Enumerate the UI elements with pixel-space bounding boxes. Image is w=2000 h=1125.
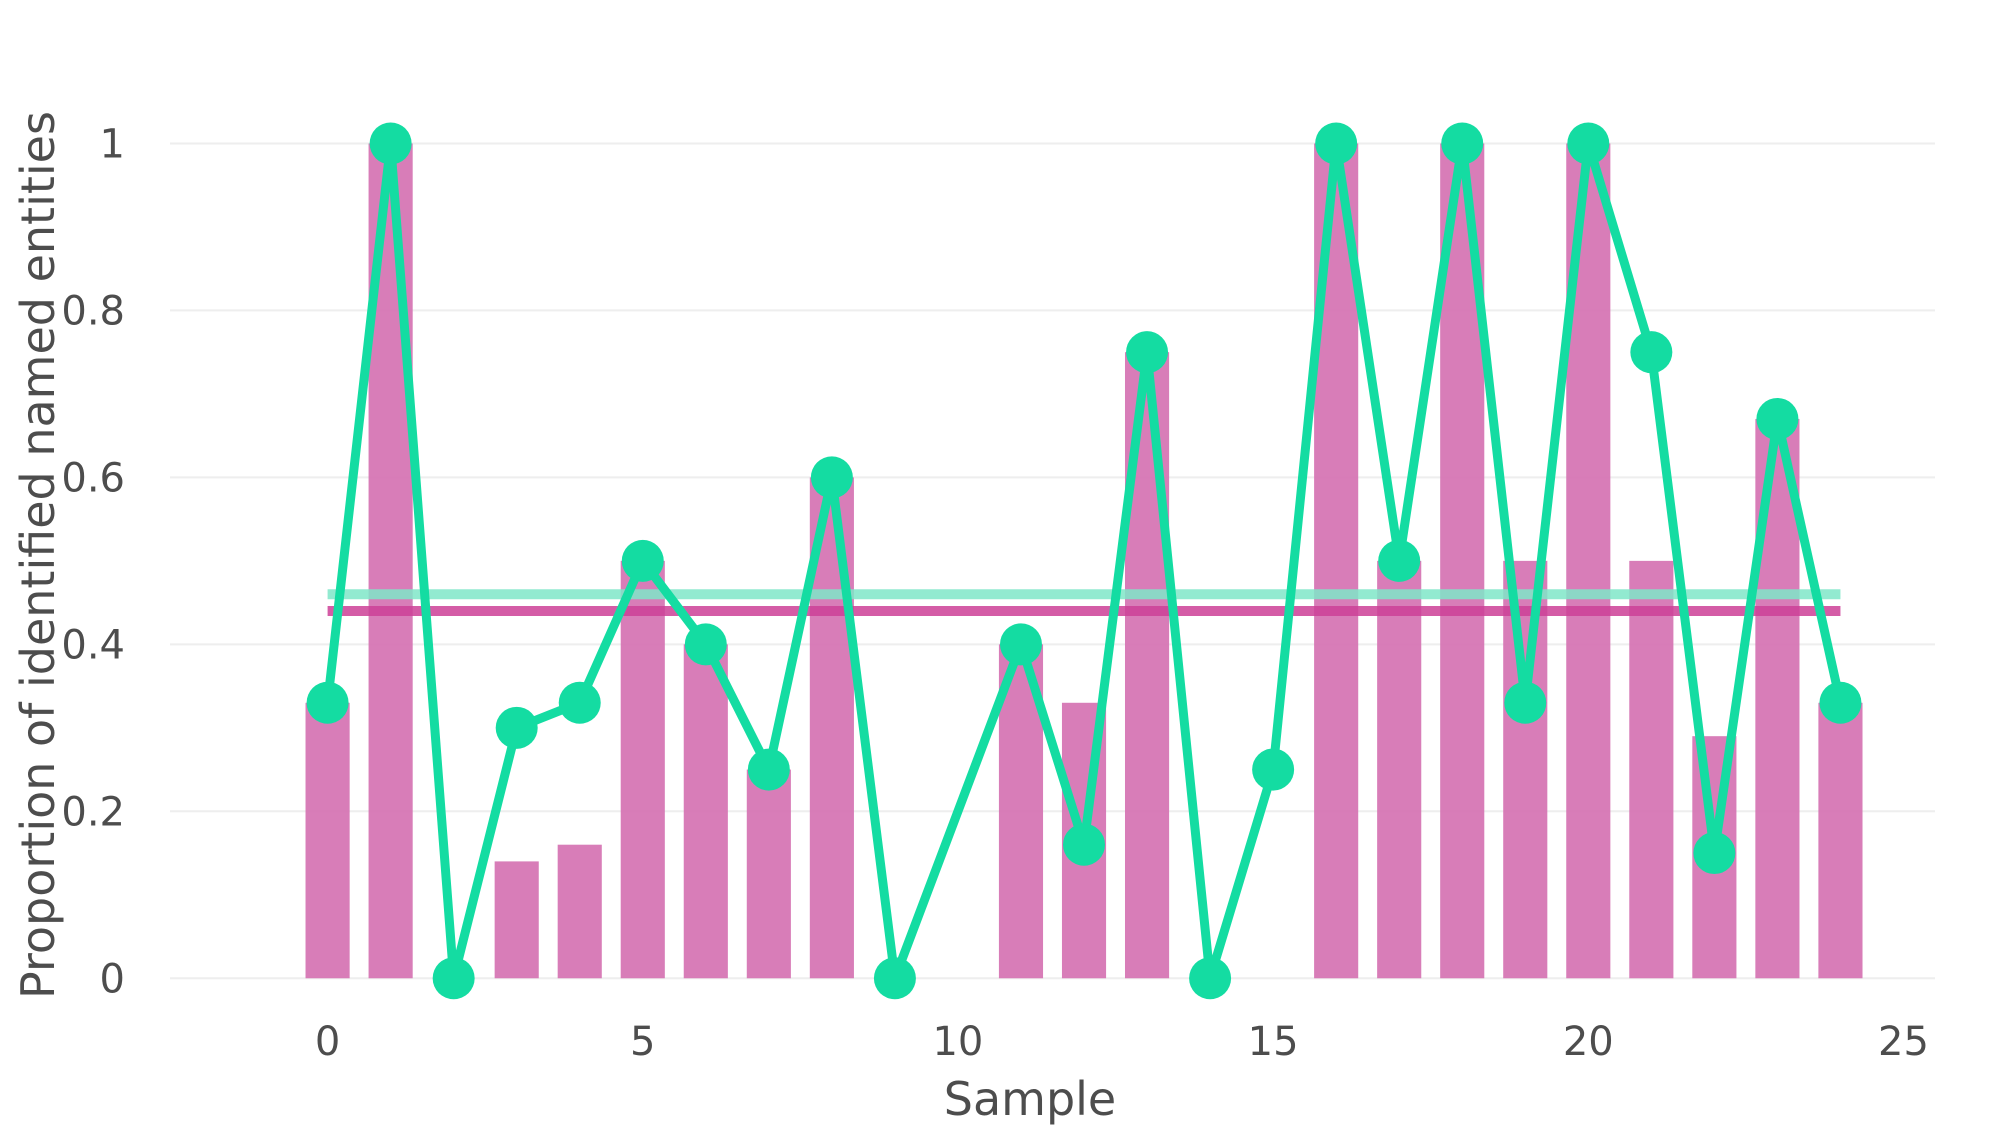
- bar: [1629, 560, 1674, 979]
- data-point: [621, 539, 664, 582]
- bar: [620, 560, 665, 979]
- data-point: [684, 623, 727, 666]
- x-tick-label: 0: [315, 1019, 340, 1065]
- x-tick-label: 15: [1248, 1019, 1299, 1065]
- y-tick-label: 1: [100, 121, 125, 167]
- data-point: [1441, 122, 1484, 165]
- x-tick-label: 25: [1878, 1019, 1929, 1065]
- bar: [494, 861, 539, 979]
- bar: [1377, 560, 1422, 979]
- y-tick-label: 0.4: [61, 622, 125, 668]
- data-point: [1630, 331, 1673, 374]
- line-points: [306, 122, 1862, 1000]
- data-point: [1189, 957, 1232, 1000]
- bar: [1818, 702, 1863, 979]
- data-point: [558, 681, 601, 724]
- data-point: [1063, 823, 1106, 866]
- x-axis-ticks: 0 5 10 15 20 25: [315, 1019, 1929, 1065]
- y-tick-label: 0.2: [61, 789, 125, 835]
- bar: [305, 702, 350, 979]
- y-tick-label: 0.8: [61, 288, 125, 334]
- data-point: [495, 706, 538, 749]
- data-point: [810, 456, 853, 499]
- data-point: [1252, 748, 1295, 791]
- y-axis-title: Proportion of identified named entities: [11, 111, 65, 999]
- data-point: [1567, 122, 1610, 165]
- y-axis-ticks: 0 0.2 0.4 0.6 0.8 1: [61, 121, 125, 1002]
- bar: [557, 844, 602, 979]
- bar: [683, 644, 728, 979]
- x-axis-title: Sample: [944, 1072, 1116, 1125]
- data-point: [1504, 681, 1547, 724]
- data-point: [306, 681, 349, 724]
- bar: [1503, 560, 1548, 979]
- data-point: [1693, 832, 1736, 875]
- data-point: [873, 957, 916, 1000]
- bar: [746, 769, 791, 979]
- y-tick-label: 0.6: [61, 455, 125, 501]
- data-point: [1378, 539, 1421, 582]
- data-point: [1126, 331, 1169, 374]
- x-tick-label: 5: [630, 1019, 655, 1065]
- data-point: [999, 623, 1042, 666]
- data-point: [1819, 681, 1862, 724]
- data-point: [747, 748, 790, 791]
- y-tick-label: 0: [100, 956, 125, 1002]
- data-point: [1315, 122, 1358, 165]
- x-tick-label: 20: [1563, 1019, 1614, 1065]
- data-point: [369, 122, 412, 165]
- mean-lines: [327, 589, 1841, 616]
- x-tick-label: 10: [932, 1019, 983, 1065]
- data-point: [432, 957, 475, 1000]
- data-point: [1756, 397, 1799, 440]
